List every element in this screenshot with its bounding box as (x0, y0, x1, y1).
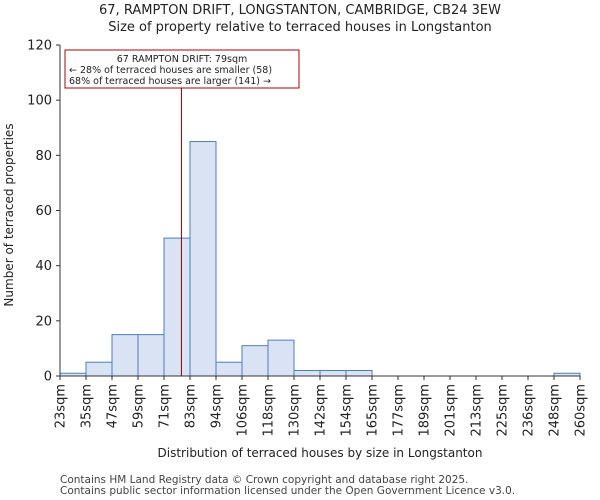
x-tick-label-47sqm: 47sqm (106, 384, 121, 428)
annotation-line-1: 67 RAMPTON DRIFT: 79sqm (117, 54, 247, 65)
x-axis-label: Distribution of terraced houses by size … (158, 446, 483, 460)
x-tick-label-71sqm: 71sqm (158, 384, 173, 428)
y-tick-label-40: 40 (35, 259, 52, 274)
x-tick-label-154sqm: 154sqm (340, 384, 355, 437)
x-tick-label-248sqm: 248sqm (548, 384, 563, 437)
x-tick-label-94sqm: 94sqm (210, 384, 225, 428)
y-ticks-group: 0 20 40 60 80 100 120 (27, 39, 60, 385)
chart-subtitle: Size of property relative to terraced ho… (108, 20, 492, 35)
bar-142sqm (319, 369, 347, 377)
x-tick-label-59sqm: 59sqm (132, 384, 147, 428)
x-ticks-group: 23sqm 35sqm 47sqm 59sqm 71sqm 83sqm 94sqm 106sq… (54, 376, 589, 437)
bar-154sqm (345, 369, 373, 377)
footer-line-2: Contains public sector information licen… (60, 485, 516, 497)
x-tick-label-225sqm: 225sqm (496, 384, 511, 437)
bar-71sqm (163, 237, 191, 377)
x-tick-label-142sqm: 142sqm (314, 384, 329, 437)
chart-title: 67, RAMPTON DRIFT, LONGSTANTON, CAMBRIDG… (99, 3, 501, 18)
y-tick-label-60: 60 (35, 204, 52, 219)
y-tick-label-20: 20 (35, 314, 52, 329)
y-tick-label-100: 100 (27, 94, 52, 109)
bars-group (59, 141, 581, 377)
x-tick-label-201sqm: 201sqm (444, 384, 459, 437)
y-axis-label: Number of terraced properties (2, 123, 16, 306)
x-tick-label-213sqm: 213sqm (470, 384, 485, 437)
x-tick-label-236sqm: 236sqm (522, 384, 537, 437)
y-tick-label-80: 80 (35, 149, 52, 164)
x-tick-label-118sqm: 118sqm (262, 384, 277, 437)
x-tick-label-189sqm: 189sqm (418, 384, 433, 437)
bar-47sqm (111, 334, 139, 377)
bar-83sqm (189, 141, 217, 377)
y-tick-label-120: 120 (27, 39, 52, 54)
bar-106sqm (241, 345, 269, 377)
footer-line-1: Contains HM Land Registry data © Crown c… (60, 474, 469, 486)
bar-35sqm (85, 361, 113, 377)
x-tick-label-23sqm: 23sqm (54, 384, 69, 428)
x-tick-label-260sqm: 260sqm (574, 384, 589, 437)
annotation-line-3: 68% of terraced houses are larger (141) … (69, 76, 271, 87)
bar-94sqm (215, 361, 243, 377)
x-tick-label-165sqm: 165sqm (366, 384, 381, 437)
axes-group (59, 45, 580, 377)
x-tick-label-83sqm: 83sqm (184, 384, 199, 428)
annotation-line-2: ← 28% of terraced houses are smaller (58… (69, 65, 272, 76)
x-tick-label-130sqm: 130sqm (288, 384, 303, 437)
bar-59sqm (137, 334, 165, 377)
bar-130sqm (293, 369, 321, 377)
annotation-box (64, 49, 300, 89)
y-tick-label-0: 0 (44, 370, 52, 385)
bar-118sqm (267, 339, 295, 377)
x-tick-label-106sqm: 106sqm (236, 384, 251, 437)
x-tick-label-177sqm: 177sqm (392, 384, 407, 437)
x-tick-label-35sqm: 35sqm (80, 384, 95, 428)
